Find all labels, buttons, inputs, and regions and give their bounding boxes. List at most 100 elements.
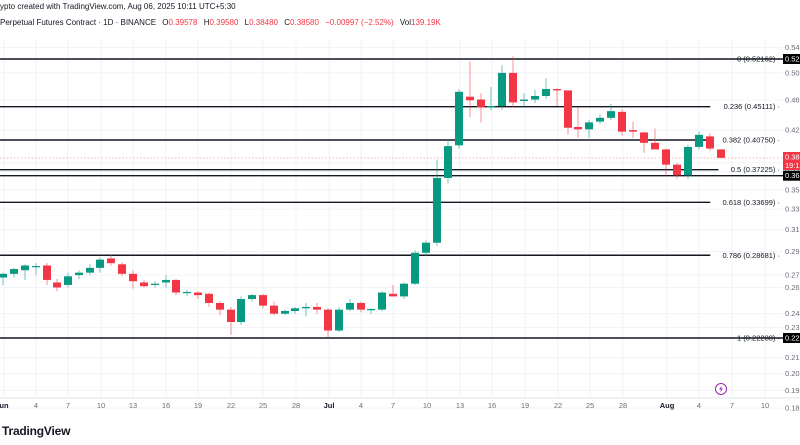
price-tag: [783, 54, 800, 64]
time-tick-label: 4: [697, 401, 701, 410]
candle-body: [194, 292, 202, 296]
candle-body: [346, 302, 354, 310]
time-axis[interactable]: un 4 7 10 13 16 19 22 25 28 Jul 4 7 10 13 16 19 22 25 28 Aug…: [0, 401, 769, 410]
price-tag-label: 0.36: [785, 171, 800, 180]
candle: [270, 301, 278, 316]
price-tick-label: 0.27: [785, 271, 800, 280]
price-tick-label: 0.46: [785, 96, 800, 105]
candle: [75, 270, 83, 279]
candle: [618, 108, 626, 136]
candle-body: [237, 299, 245, 323]
price-tick-label: 0.42: [785, 126, 800, 135]
candle: [162, 275, 170, 288]
candle: [21, 264, 29, 280]
candle: [324, 308, 332, 338]
candle: [574, 107, 582, 139]
candle-body: [64, 276, 72, 285]
candle-body: [706, 136, 714, 149]
open-label: O: [162, 18, 169, 27]
chart-grid: [0, 40, 800, 409]
candle-body: [151, 283, 159, 285]
candle: [444, 139, 452, 184]
time-tick-label: 16: [162, 401, 170, 410]
candle-body: [542, 89, 550, 96]
chart-caption: ypto created with TradingView.com, Aug 0…: [0, 2, 236, 11]
candle: [596, 114, 604, 124]
candle-body: [455, 91, 463, 146]
candle-body: [640, 132, 648, 143]
candle-body: [86, 267, 94, 273]
candle: [96, 257, 104, 273]
price-tick-label: 0.50: [785, 68, 800, 77]
price-tick-label: 0.20: [785, 369, 800, 378]
candle-body: [444, 146, 452, 178]
time-tick-label: 16: [488, 401, 496, 410]
candle-body: [520, 99, 528, 101]
price-tick-label: 0.33: [785, 205, 800, 214]
candle: [32, 263, 40, 276]
price-tick-label: 0.19: [785, 386, 800, 395]
candle: [346, 299, 354, 311]
candle: [585, 120, 593, 139]
candle-body: [129, 273, 137, 282]
candle-body: [618, 111, 626, 132]
candle: [53, 278, 61, 292]
candle-body: [140, 282, 148, 287]
candle-body: [411, 252, 419, 284]
candle-body: [684, 146, 692, 176]
price-axis[interactable]: 0.540.500.460.420.380.370.350.330.310.29…: [785, 43, 800, 412]
candle: [498, 65, 506, 110]
candle-body: [607, 111, 615, 118]
candle: [553, 88, 561, 107]
candle-body: [32, 266, 40, 268]
change-value: −0.00997 (−2.52%): [325, 18, 394, 27]
current-price-tag: [783, 151, 800, 170]
candle-body: [651, 142, 659, 150]
fib-level-label: 0.236 (0.45111) ·: [724, 102, 780, 111]
time-tick-label: 10: [761, 401, 769, 410]
time-tick-label: 7: [391, 401, 395, 410]
fib-level-label: 0.618 (0.33699) ·: [722, 198, 780, 207]
time-tick-label: Aug: [660, 401, 675, 410]
candle: [183, 289, 191, 297]
event-lightning-icon[interactable]: [715, 383, 727, 395]
open-value: 0.39578: [168, 18, 198, 27]
time-tick-label: 10: [423, 401, 431, 410]
candle: [629, 121, 637, 139]
candle-body: [10, 269, 18, 274]
candle: [194, 291, 202, 300]
price-tick-label: 0.24: [785, 309, 800, 318]
candle-body: [118, 264, 126, 274]
time-tick-label: 7: [66, 401, 70, 410]
price-tag: [783, 170, 800, 181]
candle-body: [367, 309, 375, 311]
candle-body: [21, 265, 29, 271]
candle: [64, 272, 72, 288]
candle: [237, 296, 245, 325]
candle: [227, 306, 235, 335]
candle-body: [629, 130, 637, 132]
candle: [216, 301, 224, 316]
candle-body: [162, 279, 170, 283]
candle-body: [585, 122, 593, 130]
candle: [684, 144, 692, 179]
close-value: 0.38580: [290, 18, 319, 27]
fibonacci-retracement[interactable]: 0 (0.52162) ·0.236 (0.45111) ·0.382 (0.4…: [0, 55, 783, 343]
candle: [107, 255, 115, 266]
symbol-description[interactable]: Perpetual Futures Contract · 1D · BINANC…: [0, 18, 157, 27]
candle: [389, 284, 397, 297]
candles: [0, 56, 783, 338]
time-tick-label: 4: [359, 401, 363, 410]
candle-body: [477, 99, 485, 108]
high-value: 0.39580: [209, 18, 239, 27]
candle-body: [422, 242, 430, 253]
candle: [531, 89, 539, 104]
candle-body: [673, 164, 681, 176]
high-label: H: [203, 18, 210, 27]
candle: [118, 261, 126, 277]
price-tag-label: 0.52: [785, 55, 800, 64]
candle-body: [313, 306, 321, 310]
candle: [520, 93, 528, 107]
tradingview-logo: TradingView: [2, 424, 71, 438]
